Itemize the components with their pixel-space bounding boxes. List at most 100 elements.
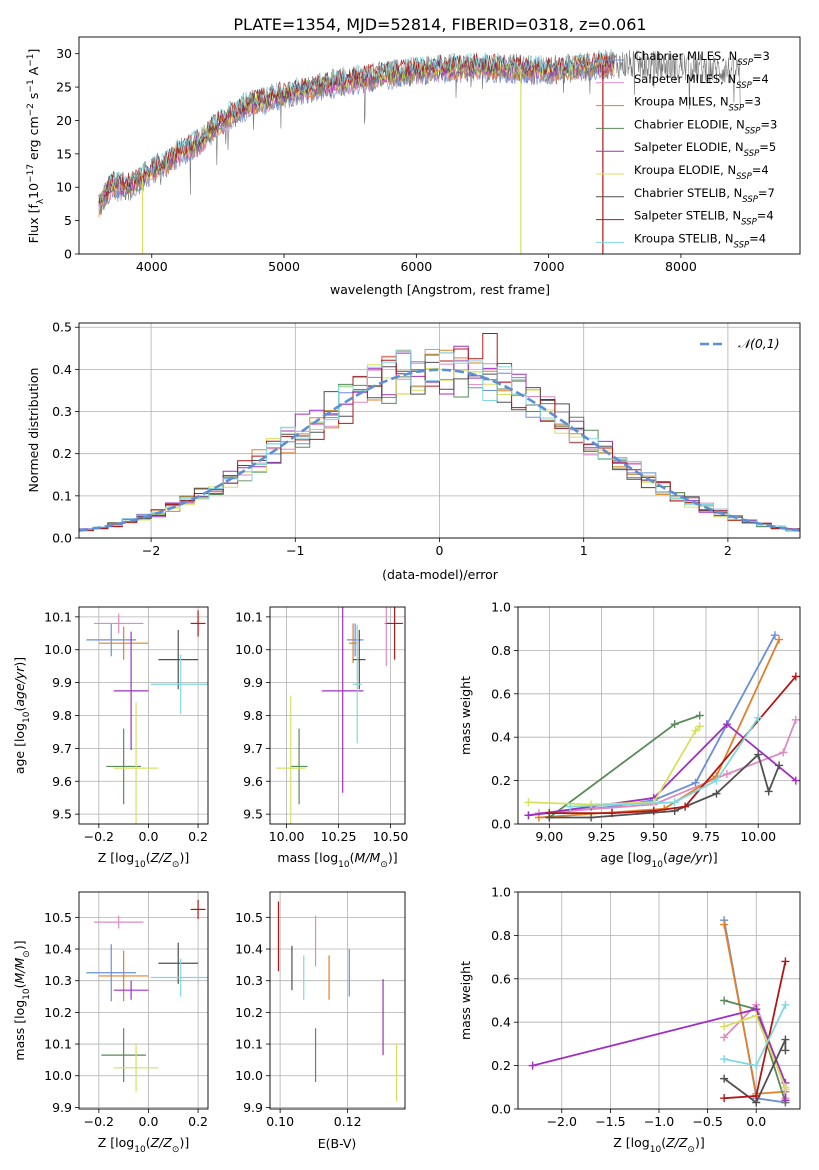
spectrum-ylabel-part: Flux [f: [26, 204, 41, 244]
legend-count: =7: [758, 186, 775, 200]
mass_weight_vs_Z-ytick-label-5: 1.0: [491, 885, 511, 900]
age_vs_mass-ytick-label-5: 10.0: [235, 642, 263, 657]
age_vs_Z-ylabel-part: age [log: [12, 723, 27, 774]
mass_vs_Z-ylabel-part: (: [12, 983, 27, 988]
mass_weight_vs_age-marker-salpeter-elodie-3: [722, 720, 731, 729]
age_vs_Z-xtick-label-0: −0.2: [84, 829, 114, 844]
spectrum-ylabel-part: A: [26, 66, 41, 79]
mass_weight_vs_Z-marker-salpeter-stelib-2: [781, 957, 790, 966]
legend-subscript: SSP: [744, 149, 760, 159]
mass_weight_vs_age-line-kroupa-miles: [538, 639, 780, 819]
mass_weight_vs_Z-plot-area: [528, 916, 790, 1107]
mass_weight_vs_Z-line-chabrier-stelib: [723, 1039, 787, 1104]
legend-label-chabrier-elodie: Chabrier ELODIE, NSSP=3: [634, 117, 777, 136]
age_vs_Z-xlabel-part: Z/Z: [150, 850, 173, 865]
age_vs_mass-ytick-label-3: 9.8: [243, 708, 263, 723]
mass_vs_Z-xlabel-part: ⊙: [172, 1145, 180, 1155]
age_vs_Z-xlabel-part: ⊙: [172, 860, 180, 870]
mass_weight_vs_age-marker-salpeter-stelib-1: [608, 809, 616, 818]
mass_weight_vs_age-ytick-label-4: 0.8: [491, 643, 511, 658]
mass_vs_Z-xtick-label-0: −0.2: [84, 1114, 114, 1129]
residuals-xtick-label-3: 1: [580, 543, 588, 558]
mass_vs_ebv-ytick-label-1: 10.0: [235, 1068, 263, 1083]
legend-count: =3: [753, 49, 770, 63]
spectrum-ytick-label-0: 0: [64, 247, 72, 262]
spectrum-legend: Chabrier MILES, NSSP=3 Salpeter MILES, NS…: [596, 49, 777, 250]
legend-label-chabrier-miles: Chabrier MILES, NSSP=3: [634, 49, 770, 68]
mass_vs_Z-ytick-label-6: 10.5: [44, 910, 72, 925]
legend-subscript: SSP: [736, 81, 752, 91]
legend-series-name: Kroupa MILES, N: [634, 95, 729, 109]
residuals-xtick-label-2: 0: [436, 543, 444, 558]
mass_weight_vs_Z-marker-kroupa-elodie-3: [781, 1085, 790, 1094]
mass_weight_vs_age-xlabel-part: 10: [652, 860, 664, 870]
mass_weight_vs_age-marker-chabrier-stelib-6: [775, 761, 784, 770]
mass_vs_ebv-ytick-label-4: 10.3: [235, 973, 263, 988]
spectrum-ylabel-part: erg cm: [26, 116, 41, 164]
mass_weight_vs_age-frame: [517, 606, 801, 825]
residual-hist-kroupa-stelib: [79, 349, 800, 531]
age_vs_Z-panel: −0.2 0.0 0.29.59.69.79.89.910.010.1Z [log1…: [12, 606, 209, 870]
legend-count: =4: [752, 163, 769, 177]
mass_weight_vs_Z-marker-salpeter-elodie-3: [781, 1096, 790, 1105]
mass_vs_Z-ylabel-part: )]: [12, 940, 27, 950]
mass_vs_ebv-ytick-label-6: 10.5: [235, 910, 263, 925]
mass_vs_Z-xlabel-part: 10: [134, 1145, 146, 1155]
residuals-ytick-label-5: 0.5: [52, 320, 72, 335]
legend-count: =5: [759, 140, 776, 154]
age_vs_mass-ytick-label-2: 9.7: [243, 741, 263, 756]
spectrum-ytick-label-3: 15: [56, 146, 72, 161]
mass_weight_vs_Z-marker-chabrier-stelib-3: [781, 1046, 790, 1055]
mass_weight_vs_age-ylabel: mass weight: [458, 676, 473, 755]
mass_weight_vs_Z-ytick-label-2: 0.4: [491, 1015, 511, 1030]
mass_vs_Z-xlabel-part: (: [146, 1135, 151, 1150]
mass_weight_vs_Z-marker-kroupa-stelib-2: [781, 1000, 790, 1009]
residuals-xtick-label-1: −1: [286, 543, 304, 558]
age_vs_Z-ytick-label-2: 9.7: [52, 741, 72, 756]
residuals-xtick-label-4: 2: [724, 543, 732, 558]
legend-label-salpeter-miles: Salpeter MILES, NSSP=4: [634, 72, 769, 91]
legend-subscript: SSP: [742, 195, 758, 205]
mass_weight_vs_age-marker-kroupa-elodie-4: [695, 722, 704, 731]
spectrum-xtick-label-2: 6000: [400, 259, 432, 274]
mass_weight_vs_age-marker-kroupa-stelib-3: [754, 713, 763, 722]
mass_vs_Z-ylabel-part: 10: [22, 988, 32, 1000]
mass_weight_vs_Z-panel: −2.0 −1.5 −1.0 −0.5 0.0 0.0 0.2 0.4 0.6 0.8 1.0 Z […: [458, 885, 801, 1155]
mass_vs_Z-ytick-label-0: 9.9: [52, 1100, 72, 1115]
mass_weight_vs_Z-xtick-label-4: 0.0: [746, 1114, 766, 1129]
age_vs_Z-ylabel-part: age/yr: [12, 666, 27, 707]
age_vs_mass-xlabel-part: )]: [388, 850, 398, 865]
age_vs_Z-ylabel-part: (: [12, 707, 27, 712]
mass_weight_vs_age-line-kroupa-stelib: [570, 717, 759, 808]
mass_weight_vs_Z-marker-chabrier-elodie-0: [720, 996, 729, 1005]
age_vs_mass-xlabel-part: M/M: [355, 850, 381, 865]
spectrum-ylabel-part: −1: [26, 54, 36, 67]
mass_weight_vs_age-panel: 9.00 9.25 9.50 9.75 10.00 0.0 0.2 0.4 0.6 0.8 1.0 a…: [458, 600, 801, 870]
mass_vs_Z-ytick-label-4: 10.3: [44, 973, 72, 988]
spectrum-ylabel-part: 10: [26, 183, 41, 199]
residuals-panel: −2 −1 0 1 2 0.0 0.1 0.2 0.3 0.4 0.5 𝒩(0,1) (data-mod…: [26, 320, 801, 582]
mass_weight_vs_age-marker-salpeter-stelib-2: [649, 806, 658, 815]
legend-series-name: Chabrier STELIB, N: [634, 186, 742, 200]
mass_weight_vs_Z-line-salpeter-stelib: [724, 961, 787, 1100]
mass_weight_vs_age-marker-salpeter-miles-3: [779, 748, 788, 757]
residuals-xtick-label-0: −2: [142, 543, 160, 558]
mass_weight_vs_Z-marker-salpeter-miles-0: [720, 1033, 729, 1042]
mass_weight_vs_Z-xlabel-part: Z [log: [613, 1135, 649, 1150]
spectrum-xtick-label-0: 4000: [136, 259, 168, 274]
figure-title: PLATE=1354, MJD=52814, FIBERID=0318, z=0…: [233, 15, 646, 34]
mass_weight_vs_age-marker-kroupa-elodie-0: [524, 798, 533, 807]
mass_vs_Z-panel: −0.2 0.0 0.2 9.9 10.0 10.1 10.2 10.3 10.4 10.5 Z […: [12, 891, 209, 1155]
mass_weight_vs_Z-marker-kroupa-stelib-0: [720, 1055, 729, 1064]
mass_weight_vs_age-xtick-label-3: 9.75: [692, 829, 720, 844]
mass_weight_vs_Z-line-kroupa-stelib: [724, 1004, 787, 1067]
mass_weight_vs_age-marker-kroupa-stelib-2: [712, 776, 721, 785]
mass_vs_ebv-xtick-label-0: 0.10: [266, 1114, 294, 1129]
age_vs_Z-ytick-label-0: 9.5: [52, 807, 72, 822]
spectrum-plot-area: [98, 48, 741, 254]
mass_weight_vs_age-marker-salpeter-elodie-4: [791, 776, 800, 785]
age_vs_mass-xlabel: mass [log10(M/M⊙)]: [277, 850, 397, 870]
age_vs_mass-xlabel-part: mass [log: [277, 850, 338, 865]
mass_weight_vs_age-marker-chabrier-miles-4: [770, 631, 779, 640]
